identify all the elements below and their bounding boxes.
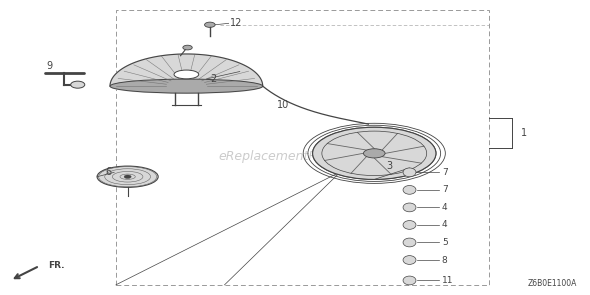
Ellipse shape [313,127,436,179]
Ellipse shape [313,127,436,179]
Ellipse shape [403,186,416,194]
Ellipse shape [174,70,199,79]
Ellipse shape [403,168,416,177]
Text: eReplacementParts.com: eReplacementParts.com [219,150,371,163]
Ellipse shape [110,79,263,93]
Text: 4: 4 [442,203,447,212]
Polygon shape [110,54,263,93]
Text: 6: 6 [106,167,112,177]
Text: 7: 7 [442,168,448,177]
Text: 1: 1 [521,128,527,138]
Circle shape [183,45,192,50]
Text: Z6B0E1100A: Z6B0E1100A [527,279,577,288]
Ellipse shape [403,238,416,247]
Ellipse shape [403,256,416,264]
Text: 10: 10 [277,100,290,110]
Circle shape [71,81,85,88]
Circle shape [124,175,131,178]
Text: 5: 5 [442,238,448,247]
Text: 8: 8 [442,255,448,265]
Text: FR.: FR. [48,261,65,270]
Ellipse shape [205,22,215,27]
Text: 4: 4 [442,220,447,230]
Ellipse shape [403,203,416,212]
Text: 3: 3 [386,161,392,171]
Text: 2: 2 [210,74,216,84]
Text: 11: 11 [442,276,453,285]
Text: 7: 7 [442,185,448,194]
Ellipse shape [363,149,385,158]
Ellipse shape [403,276,416,285]
Ellipse shape [403,221,416,229]
Ellipse shape [97,166,158,187]
Text: 9: 9 [47,61,53,71]
Text: 12: 12 [231,18,242,28]
Bar [116,10,489,285]
